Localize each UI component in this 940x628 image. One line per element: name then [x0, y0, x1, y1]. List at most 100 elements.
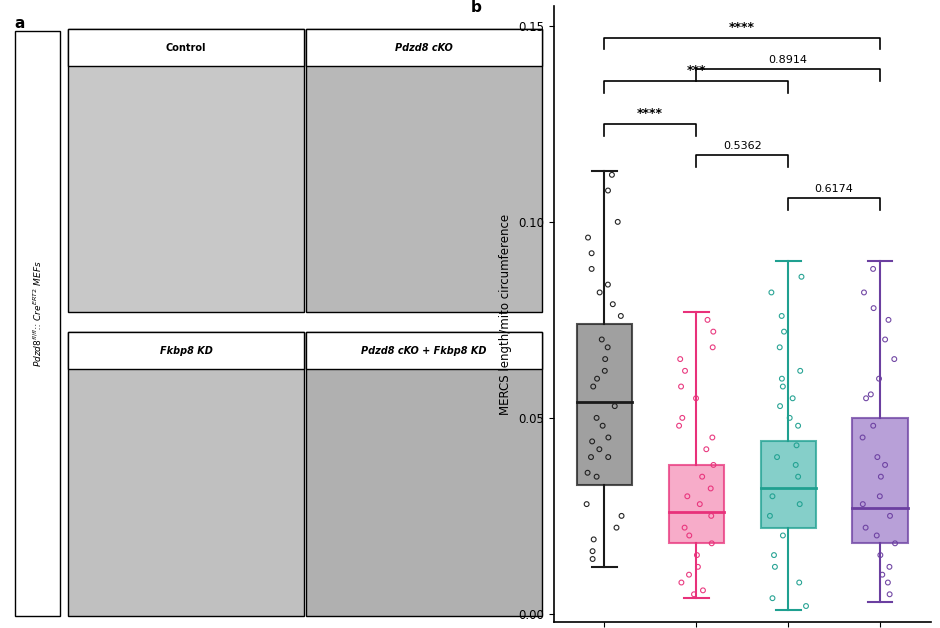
Point: [592, 444, 607, 454]
Point: [601, 279, 616, 290]
Point: [792, 499, 807, 509]
Point: [690, 562, 705, 572]
Point: [678, 366, 693, 376]
Point: [770, 452, 785, 462]
Point: [873, 472, 888, 482]
Point: [875, 570, 890, 580]
Text: Control: Control: [576, 627, 611, 628]
Point: [789, 440, 804, 450]
Text: 0.6174: 0.6174: [815, 185, 854, 195]
Point: [886, 354, 901, 364]
Point: [855, 433, 870, 443]
Point: [696, 585, 711, 595]
Point: [887, 538, 902, 548]
Text: ****: ****: [729, 21, 755, 34]
Point: [767, 562, 782, 572]
Text: ***: ***: [686, 64, 706, 77]
Point: [585, 546, 600, 556]
Point: [858, 393, 873, 403]
Point: [705, 433, 720, 443]
Point: [882, 562, 897, 572]
Point: [782, 413, 797, 423]
Point: [873, 550, 888, 560]
Point: [765, 491, 780, 501]
FancyBboxPatch shape: [69, 332, 304, 369]
Point: [883, 511, 898, 521]
Point: [791, 578, 807, 588]
Text: b: b: [471, 0, 481, 15]
Point: [775, 311, 790, 321]
Point: [872, 491, 887, 501]
Point: [789, 460, 804, 470]
Point: [775, 374, 790, 384]
Point: [794, 272, 809, 282]
FancyBboxPatch shape: [69, 30, 304, 67]
FancyBboxPatch shape: [853, 418, 908, 543]
Point: [605, 299, 620, 309]
Point: [881, 315, 896, 325]
FancyBboxPatch shape: [306, 30, 542, 67]
Point: [584, 264, 599, 274]
Point: [607, 401, 622, 411]
Text: Pdzd8 cKO: Pdzd8 cKO: [396, 43, 453, 53]
Point: [680, 491, 695, 501]
Point: [764, 288, 779, 298]
Point: [878, 335, 893, 345]
Point: [765, 593, 780, 604]
Text: Fkbp8 KD: Fkbp8 KD: [750, 627, 795, 628]
Text: Pdzd8 cKO: Pdzd8 cKO: [654, 627, 703, 628]
Point: [674, 578, 689, 588]
Point: [762, 511, 777, 521]
Point: [601, 433, 616, 443]
Point: [686, 589, 701, 599]
Point: [581, 232, 596, 242]
FancyBboxPatch shape: [760, 441, 816, 528]
Point: [585, 436, 600, 447]
Point: [677, 522, 692, 533]
Point: [682, 531, 697, 541]
Point: [870, 452, 885, 462]
Point: [674, 381, 689, 391]
Point: [597, 366, 612, 376]
Text: $Pdzd8^{fl/fl}$:: Cre$^{ERT2}$ MEFs: $Pdzd8^{fl/fl}$:: Cre$^{ERT2}$ MEFs: [32, 261, 44, 367]
Point: [601, 452, 616, 462]
Point: [675, 413, 690, 423]
Point: [692, 499, 707, 509]
Point: [586, 381, 601, 391]
Point: [798, 601, 813, 611]
Point: [584, 452, 599, 462]
FancyBboxPatch shape: [69, 332, 304, 615]
Point: [589, 472, 604, 482]
Point: [791, 472, 806, 482]
Point: [706, 460, 721, 470]
Point: [673, 354, 688, 364]
Point: [766, 550, 781, 560]
Point: [587, 534, 602, 544]
Point: [689, 550, 704, 560]
FancyBboxPatch shape: [306, 332, 542, 369]
Point: [614, 511, 629, 521]
FancyBboxPatch shape: [15, 31, 60, 615]
Point: [600, 342, 615, 352]
Text: Pdzd8 cKO + Fkbp8 KD: Pdzd8 cKO + Fkbp8 KD: [361, 346, 487, 356]
Point: [594, 335, 609, 345]
FancyBboxPatch shape: [69, 30, 304, 313]
Point: [682, 570, 697, 580]
Point: [598, 354, 613, 364]
Point: [695, 472, 710, 482]
Y-axis label: MERCS length/mito circumference: MERCS length/mito circumference: [499, 214, 512, 414]
Point: [671, 421, 686, 431]
Point: [776, 531, 791, 541]
Point: [703, 484, 718, 494]
Point: [705, 342, 720, 352]
Point: [700, 315, 715, 325]
Text: 0.5362: 0.5362: [723, 141, 761, 151]
Point: [866, 421, 881, 431]
Point: [688, 393, 703, 403]
Point: [589, 374, 604, 384]
FancyBboxPatch shape: [306, 30, 542, 313]
FancyBboxPatch shape: [668, 465, 724, 543]
Text: ****: ****: [637, 107, 664, 120]
Point: [704, 511, 719, 521]
Point: [785, 393, 800, 403]
